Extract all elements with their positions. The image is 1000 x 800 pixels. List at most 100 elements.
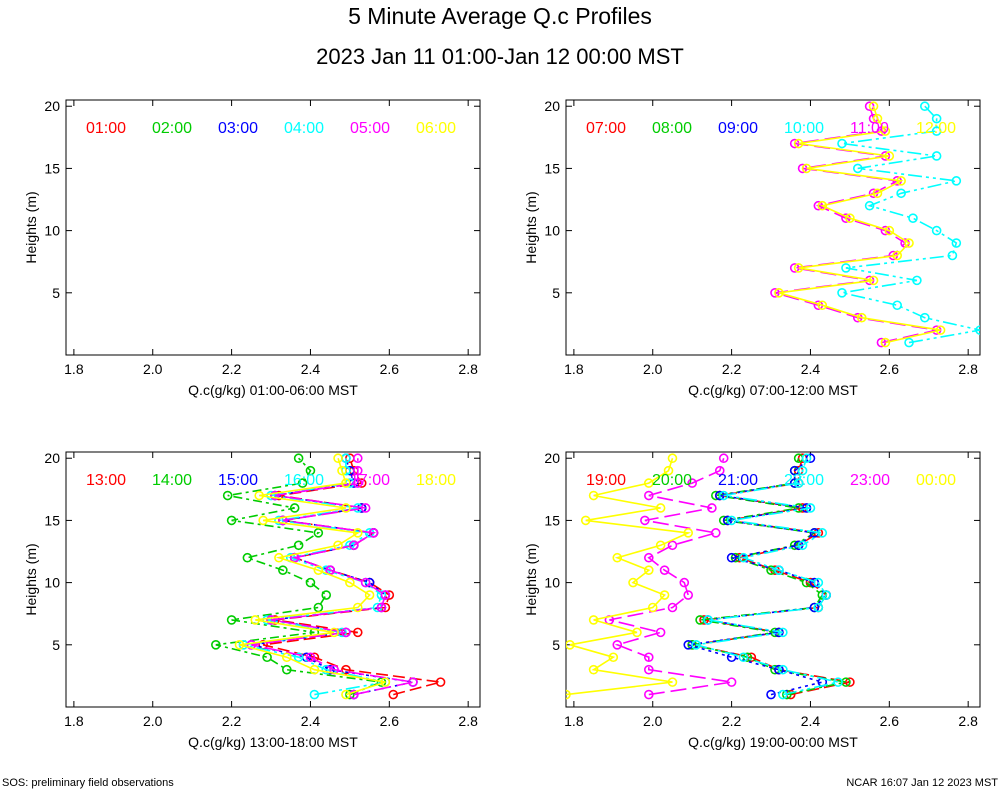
plot-frame [65, 99, 481, 356]
data-point [793, 263, 804, 273]
data-point [868, 275, 879, 286]
series-line [251, 458, 414, 696]
data-point [281, 664, 292, 675]
data-point [643, 565, 654, 575]
data-point [774, 565, 784, 575]
data-point [274, 552, 284, 563]
data-point [341, 664, 351, 675]
data-point [975, 325, 980, 335]
data-point [892, 250, 903, 261]
series-line [778, 105, 941, 344]
data-point [908, 213, 918, 223]
data-point [643, 689, 654, 700]
data-point [305, 465, 316, 476]
y-tick-label: 20 [44, 450, 60, 466]
data-point [793, 138, 804, 149]
data-point [388, 689, 399, 700]
data-point [580, 515, 591, 526]
data-point [714, 465, 725, 476]
data-point [313, 528, 324, 538]
data-point [679, 577, 690, 588]
y-tick-label: 15 [544, 512, 560, 528]
data-point [643, 490, 654, 501]
panel-4: 1.8 2.0 2.2 2.4 2.6 2.8 5 10 15 20 Q.c(g/kg) 19:00… [523, 450, 981, 750]
data-point [608, 652, 619, 663]
legend-entry: 01:00 [86, 120, 126, 137]
data-point [919, 101, 930, 112]
series-1000 [837, 101, 980, 348]
data-point [408, 677, 418, 687]
series-1800 [234, 453, 391, 700]
data-point [349, 540, 359, 551]
data-point [293, 540, 304, 551]
y-axis-label: Heights (m) [523, 543, 539, 615]
x-tick-label: 2.2 [722, 361, 742, 377]
data-point [667, 602, 678, 613]
y-tick-label: 5 [552, 285, 560, 301]
data-point [872, 113, 883, 124]
x-axis-label: Q.c(g/kg) 13:00-18:00 MST [188, 734, 358, 750]
data-point [278, 515, 288, 526]
legend-entry: 09:00 [718, 120, 758, 137]
series-line [695, 457, 839, 696]
data-point [352, 627, 363, 638]
data-point [352, 478, 363, 488]
legend-entry: 05:00 [350, 120, 390, 137]
series-1100 [770, 101, 942, 348]
legend-entry: 17:00 [350, 472, 390, 489]
plot-area [770, 101, 980, 348]
y-tick-label: 5 [52, 285, 60, 301]
x-tick-label: 2.8 [958, 361, 978, 377]
data-point [931, 113, 942, 124]
data-point [266, 615, 276, 625]
data-point [588, 664, 599, 675]
data-point [632, 627, 642, 638]
series-line [841, 105, 980, 344]
plot-frame [565, 99, 981, 356]
data-point [655, 540, 666, 551]
data-point [222, 490, 233, 501]
x-tick-label: 2.8 [958, 713, 978, 729]
data-point [352, 528, 363, 538]
data-point [628, 577, 638, 588]
y-tick-label: 5 [52, 637, 60, 653]
page-title: 5 Minute Average Q.c Profiles [348, 3, 652, 29]
data-point [313, 565, 324, 575]
data-point [797, 465, 808, 476]
x-tick-label: 1.8 [564, 361, 584, 377]
data-point [226, 615, 237, 625]
data-point [919, 312, 930, 323]
data-point [289, 503, 300, 513]
data-point [667, 677, 678, 687]
legend-entry: 10:00 [784, 120, 824, 137]
data-point [817, 528, 828, 538]
data-point [935, 325, 946, 335]
data-point [258, 515, 268, 526]
data-point [833, 677, 843, 687]
legend-entry: 04:00 [284, 120, 324, 137]
data-point [931, 126, 942, 136]
data-point [352, 602, 363, 613]
data-point [333, 540, 343, 551]
data-point [837, 288, 847, 298]
data-point [884, 225, 895, 236]
data-point [726, 652, 737, 663]
data-point [880, 337, 891, 348]
data-point [293, 652, 304, 663]
data-point [211, 640, 221, 650]
data-point [931, 225, 942, 236]
data-point [801, 453, 812, 464]
series-2300 [604, 453, 737, 700]
x-tick-label: 2.2 [222, 361, 242, 377]
legend-entry: 00:00 [916, 472, 956, 489]
data-point [864, 200, 875, 211]
x-tick-label: 2.4 [801, 713, 821, 729]
data-point [683, 590, 694, 600]
data-point [640, 515, 650, 526]
data-point [726, 515, 737, 526]
data-point [333, 453, 343, 464]
data-point [896, 176, 906, 186]
data-point [793, 478, 804, 488]
data-point [707, 503, 717, 513]
data-point [837, 138, 847, 149]
